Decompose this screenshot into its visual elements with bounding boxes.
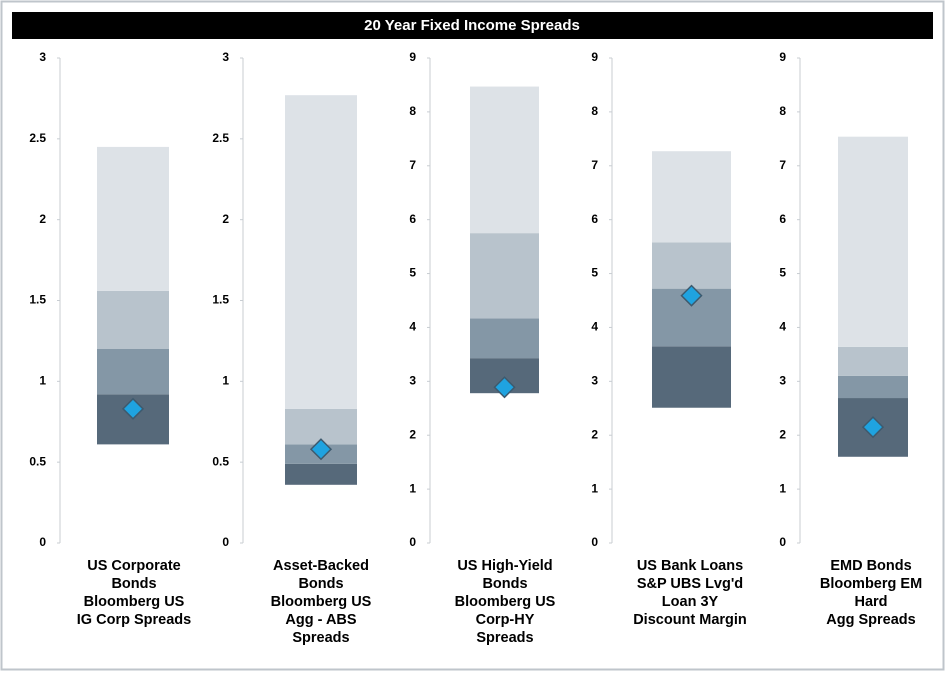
y-tick-label: 7 — [779, 158, 786, 172]
chart-title: 20 Year Fixed Income Spreads — [364, 17, 580, 34]
y-tick-label: 3 — [591, 374, 598, 388]
y-tick-label: 1 — [39, 374, 46, 388]
range-segment — [838, 346, 908, 376]
y-tick-label: 2 — [39, 212, 46, 226]
range-segment — [285, 95, 357, 409]
category-label: Bloomberg US — [455, 594, 556, 610]
y-tick-label: 0 — [591, 535, 598, 549]
y-tick-label: 9 — [409, 50, 416, 64]
category-label: Agg - ABS — [285, 612, 356, 628]
category-label: Bonds — [482, 576, 527, 592]
y-tick-label: 0 — [779, 535, 786, 549]
current-marker — [680, 284, 703, 307]
category-label: Bonds — [111, 576, 156, 592]
category-label: US Corporate — [87, 558, 180, 574]
y-tick-label: 1.5 — [29, 293, 46, 307]
y-tick-label: 6 — [591, 212, 598, 226]
category-label: Agg Spreads — [826, 612, 915, 628]
y-tick-label: 0.5 — [212, 454, 229, 468]
y-tick-label: 2 — [591, 427, 598, 441]
category-label: Bloomberg US — [84, 594, 185, 610]
range-segment — [97, 146, 169, 291]
y-tick-label: 5 — [409, 266, 416, 280]
range-segment — [470, 86, 539, 234]
category-label: Spreads — [476, 630, 533, 646]
y-tick-label: 8 — [779, 104, 786, 118]
category-label: Bonds — [298, 576, 343, 592]
y-tick-label: 7 — [591, 158, 598, 172]
range-segment — [97, 349, 169, 395]
y-tick-label: 2 — [779, 427, 786, 441]
header-bar — [12, 12, 933, 39]
y-tick-label: 2 — [409, 427, 416, 441]
y-tick-label: 6 — [779, 212, 786, 226]
y-tick-label: 2.5 — [212, 131, 229, 145]
category-label: Asset-Backed — [273, 558, 369, 574]
range-segment — [652, 151, 731, 243]
category-label: Bloomberg US — [271, 594, 372, 610]
y-tick-label: 0.5 — [29, 454, 46, 468]
category-label: EMD Bonds — [830, 558, 911, 574]
y-tick-label: 3 — [409, 374, 416, 388]
range-segment — [285, 463, 357, 485]
y-tick-label: 5 — [779, 266, 786, 280]
y-tick-label: 0 — [39, 535, 46, 549]
category-label: Bloomberg EM — [820, 576, 922, 592]
y-tick-label: 0 — [222, 535, 229, 549]
y-tick-label: 7 — [409, 158, 416, 172]
y-tick-label: 2 — [222, 212, 229, 226]
y-tick-label: 8 — [409, 104, 416, 118]
y-tick-label: 3 — [779, 374, 786, 388]
category-label: Hard — [854, 594, 887, 610]
range-segment — [97, 290, 169, 349]
category-label: US Bank Loans — [637, 558, 743, 574]
y-tick-label: 1 — [779, 481, 786, 495]
category-label: S&P UBS Lvg'd — [637, 576, 743, 592]
y-tick-label: 4 — [779, 320, 786, 334]
range-segment — [470, 318, 539, 359]
current-marker — [309, 438, 333, 461]
category-label: Spreads — [292, 630, 349, 646]
y-tick-label: 2.5 — [29, 131, 46, 145]
y-tick-label: 9 — [779, 50, 786, 64]
range-segment — [838, 136, 908, 347]
y-tick-label: 3 — [222, 50, 229, 64]
category-label: US High-Yield — [457, 558, 552, 574]
y-tick-label: 4 — [591, 320, 598, 334]
y-tick-label: 0 — [409, 535, 416, 549]
y-tick-label: 9 — [591, 50, 598, 64]
y-tick-label: 3 — [39, 50, 46, 64]
category-label: Discount Margin — [633, 612, 747, 628]
y-tick-label: 1 — [222, 374, 229, 388]
current-marker — [121, 397, 145, 420]
range-segment — [652, 242, 731, 289]
y-tick-label: 8 — [591, 104, 598, 118]
y-tick-label: 6 — [409, 212, 416, 226]
y-tick-label: 5 — [591, 266, 598, 280]
y-tick-label: 4 — [409, 320, 416, 334]
category-label: Loan 3Y — [662, 594, 719, 610]
range-segment — [470, 233, 539, 319]
y-tick-label: 1 — [409, 481, 416, 495]
range-segment — [838, 375, 908, 399]
y-tick-label: 1 — [591, 481, 598, 495]
y-tick-label: 1.5 — [212, 293, 229, 307]
range-segment — [652, 346, 731, 408]
current-marker — [493, 376, 516, 399]
current-marker — [861, 416, 885, 439]
category-label: IG Corp Spreads — [77, 612, 191, 628]
category-label: Corp-HY — [476, 612, 535, 628]
